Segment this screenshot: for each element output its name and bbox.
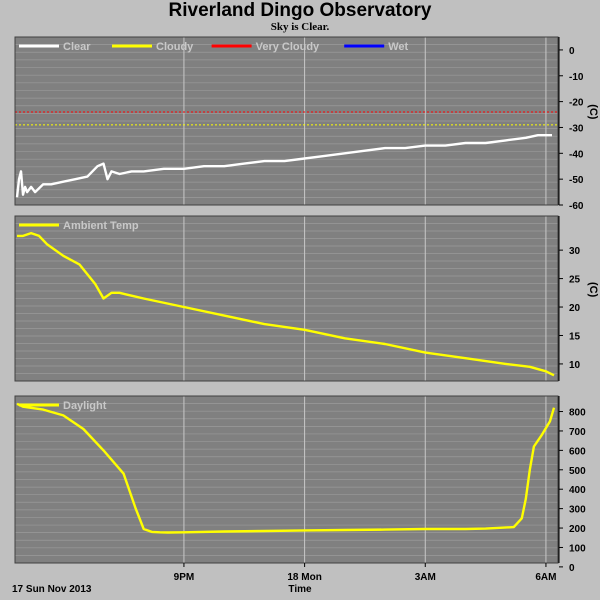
sky-temp-y-tick-label: 0 [569,46,575,57]
sky-temp-series-clear [15,134,552,198]
sky-temp-plot-border [14,36,559,206]
ambient-temp-panel: 30 25 20 15 10 (C) Ambient Temp [14,215,599,382]
ambient-temp-y-tick-label: 20 [569,303,581,314]
daylight-y-tick-label: 600 [569,446,586,457]
daylight-y-tick-label: 500 [569,466,586,477]
sky-temp-legend-label: Very Cloudy [256,41,320,53]
chart-subtitle: Sky is Clear. [270,21,330,33]
daylight-panel: 800 700 600 500 400 300 200 100 0 Daylight 9PM 18 M… [14,395,586,583]
ambient-temp-y-tick-label: 10 [569,360,581,371]
daylight-y-tick-label: 300 [569,505,586,516]
daylight-legend-label: Daylight [63,400,107,412]
ambient-temp-y-tick-label: 15 [569,331,581,342]
daylight-y-tick-label: 800 [569,408,586,419]
date-label: 17 Sun Nov 2013 [12,584,92,595]
daylight-plot-border [14,395,559,564]
sky-temp-y-tick-label: -50 [569,175,584,186]
sky-temp-y-axis-label: (C) [587,104,599,120]
x-axis-title: Time [288,584,312,595]
daylight-y-tick-label: 200 [569,524,586,535]
daylight-y-tick-label: 700 [569,427,586,438]
x-tick-label: 9PM [174,572,195,583]
sky-temp-y-tick-label: -40 [569,149,584,160]
sky-temp-y-tick-label: -30 [569,123,584,134]
ambient-temp-legend-label: Ambient Temp [63,220,139,232]
sky-temp-panel: 0 -10 -20 -30 -40 -50 -60 (C) Clear Cloudy Very Cl… [14,36,599,212]
daylight-series-daylight [16,402,556,534]
x-tick-label: 6AM [535,572,556,583]
x-tick-label: 3AM [415,572,436,583]
ambient-temp-y-tick-label: 30 [569,246,581,257]
sky-temp-y-tick-label: -10 [569,72,584,83]
sky-temp-y-tick-label: -60 [569,201,584,212]
sky-temp-y-tick-label: -20 [569,98,584,109]
x-tick-label: 18 Mon [287,572,321,583]
daylight-y-tick-label: 400 [569,485,586,496]
ambient-temp-y-tick-label: 25 [569,275,581,286]
sky-temp-legend-label: Wet [388,41,408,53]
ambient-temp-plot-border [14,215,559,382]
daylight-y-tick-label: 0 [569,563,575,574]
sky-temp-legend-label: Clear [63,41,91,53]
ambient-temp-y-axis-label: (C) [587,282,599,298]
chart-title: Riverland Dingo Observatory [168,0,432,21]
sky-temp-legend-label: Cloudy [156,41,194,53]
daylight-y-tick-label: 100 [569,543,586,554]
ambient-temp-series-ambient-temp [17,231,555,377]
